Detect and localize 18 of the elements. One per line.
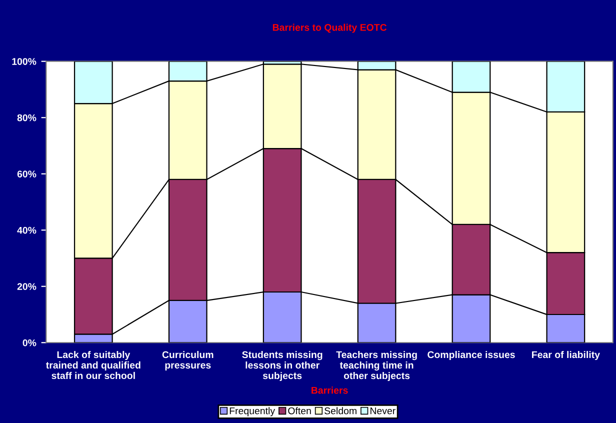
x-tick-label: Students missing lessons in other subjects	[242, 350, 322, 382]
x-tick-label: Compliance issues	[428, 350, 515, 360]
x-tick-label: Curriculum pressures	[162, 350, 214, 370]
y-tick-label: 60%	[17, 170, 36, 178]
y-tick-label: 80%	[17, 114, 36, 122]
chart-title: Barriers to Quality EOTC	[272, 24, 387, 33]
legend-label: Often	[288, 407, 311, 414]
y-tick-label: 100%	[12, 58, 36, 65]
legend-label: Seldom	[324, 407, 356, 414]
y-tick-label: 0%	[22, 339, 36, 346]
legend-label: Never	[370, 407, 396, 414]
legend-label: Frequently	[230, 407, 276, 416]
x-tick-label: Teachers missing teaching time in other subjects	[336, 350, 417, 382]
x-axis-title: Barriers	[312, 386, 348, 394]
x-tick-label: Lack of suitably trained and qualified staff in our school	[46, 350, 140, 380]
x-tick-label: Fear of liability	[532, 350, 600, 360]
y-tick-label: 40%	[17, 226, 36, 234]
y-tick-label: 20%	[17, 283, 36, 290]
